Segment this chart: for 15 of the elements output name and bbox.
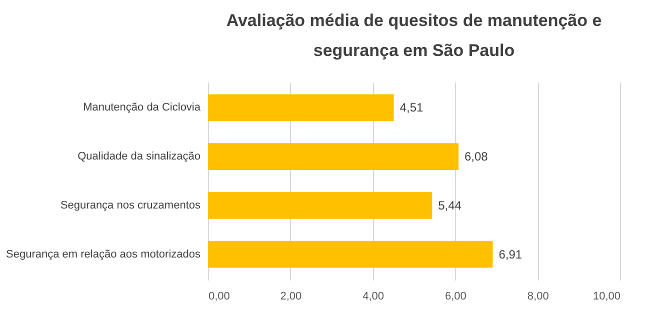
- x-tick-label: 6,00: [444, 290, 466, 302]
- x-tick-label: 0,00: [208, 290, 230, 302]
- y-tick-label: Qualidade da sinalização: [78, 150, 200, 163]
- x-tick-label: 10,00: [592, 290, 620, 302]
- chart-title: Avaliação média de quesitos de manutenção e segurança em São Paulo: [226, 11, 602, 60]
- y-tick-label: Segurança nos cruzamentos: [60, 199, 201, 212]
- data-label: 4,51: [400, 100, 424, 115]
- x-tick-label: 2,00: [280, 290, 302, 302]
- data-label: 5,44: [438, 198, 462, 212]
- data-label: 6,91: [498, 247, 522, 262]
- y-tick-label: Manutenção da Ciclovia: [83, 102, 202, 114]
- y-tick-label: Segurança em relação aos motorizados: [6, 248, 201, 260]
- x-tick-label: 8,00: [527, 290, 549, 302]
- x-tick-label: 4,00: [362, 290, 384, 302]
- data-label: 6,08: [464, 150, 488, 164]
